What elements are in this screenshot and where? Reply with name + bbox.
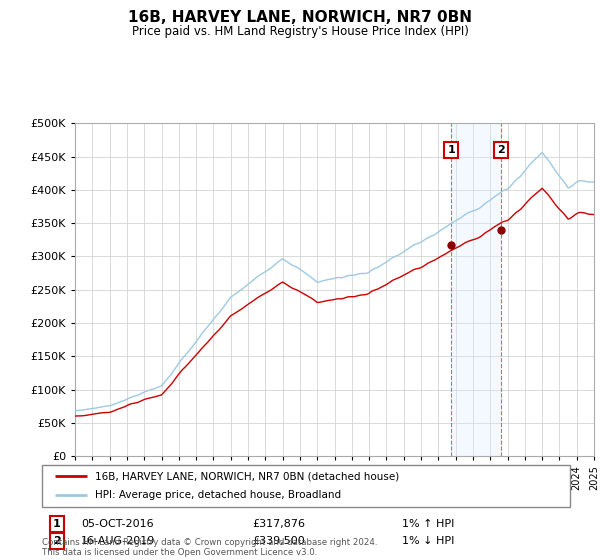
Text: Price paid vs. HM Land Registry's House Price Index (HPI): Price paid vs. HM Land Registry's House … xyxy=(131,25,469,38)
Text: HPI: Average price, detached house, Broadland: HPI: Average price, detached house, Broa… xyxy=(95,491,341,501)
Text: 1% ↑ HPI: 1% ↑ HPI xyxy=(402,519,454,529)
Text: 1% ↓ HPI: 1% ↓ HPI xyxy=(402,536,454,546)
FancyBboxPatch shape xyxy=(42,465,570,507)
Text: 16B, HARVEY LANE, NORWICH, NR7 0BN (detached house): 16B, HARVEY LANE, NORWICH, NR7 0BN (deta… xyxy=(95,471,399,481)
Text: 2: 2 xyxy=(53,536,61,546)
Text: 16-AUG-2019: 16-AUG-2019 xyxy=(81,536,155,546)
Text: £339,500: £339,500 xyxy=(252,536,305,546)
Bar xyxy=(451,123,501,456)
Text: 1: 1 xyxy=(448,145,455,155)
Text: Contains HM Land Registry data © Crown copyright and database right 2024.
This d: Contains HM Land Registry data © Crown c… xyxy=(42,538,377,557)
Text: 05-OCT-2016: 05-OCT-2016 xyxy=(81,519,154,529)
Text: 2: 2 xyxy=(497,145,505,155)
Text: 16B, HARVEY LANE, NORWICH, NR7 0BN: 16B, HARVEY LANE, NORWICH, NR7 0BN xyxy=(128,10,472,25)
Text: 1: 1 xyxy=(53,519,61,529)
Text: £317,876: £317,876 xyxy=(252,519,305,529)
